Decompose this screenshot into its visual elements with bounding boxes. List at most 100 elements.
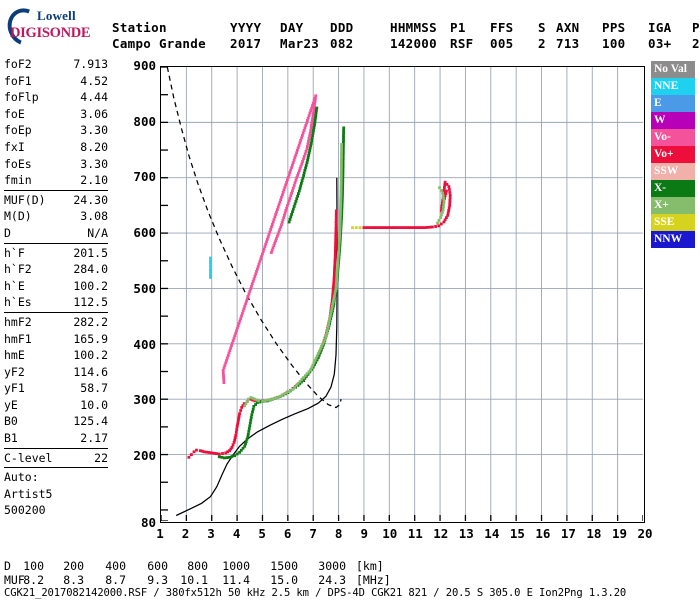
ionogram-canvas [161,67,643,521]
header-col-day: DAY [280,20,304,35]
y-tick-label: 400 [133,336,156,352]
header-val-axn: 713 [556,36,580,51]
param-key: hmF1 [4,331,32,346]
x-tick-label: 17 [560,526,576,541]
legend-item-e[interactable]: E [651,95,695,112]
param-value: 2.10 [80,173,108,188]
y-axis-labels: 80 200 300 400 500 600 700 800 900 [112,59,156,529]
param-key: h`F2 [4,262,32,277]
param-row: h`E 100.2 [4,278,108,295]
param-value: 8.20 [80,139,108,154]
param-key: hmE [4,348,25,363]
param-row: C-level 22 [4,450,108,467]
x-tick-label: 13 [458,526,474,541]
muf-frequency-cell: 9.3 [147,573,168,587]
muf-frequency-cell: 24.3 [318,573,346,587]
param-row: MUF(D) 24.30 [4,192,108,209]
header-val-station: Campo Grande [112,36,206,51]
param-value: 3.30 [80,123,108,138]
param-value: 22 [94,450,108,465]
x-tick-label: 16 [535,526,551,541]
param-row: fxI 8.20 [4,139,108,156]
ionogram-plot-area[interactable] [160,66,645,523]
param-key: M(D) [4,209,32,224]
param-key: D [4,225,11,240]
muf-frequency-cell: 11.4 [222,573,250,587]
muf-distance-cell: 800 [187,559,208,573]
param-row: fmin 2.10 [4,172,108,189]
logo-digisonde-text: DIGISONDE [10,25,91,41]
x-tick-label: 18 [586,526,602,541]
echo-direction-legend[interactable]: No Val NNE E W Vo- Vo+ SSW X- X+ SSE NNW [651,61,695,248]
param-row: foEp 3.30 [4,122,108,139]
param-value: 3.30 [80,156,108,171]
param-row: B0 125.4 [4,413,108,430]
param-value: 114.6 [73,364,108,379]
param-value: 58.7 [80,381,108,396]
legend-item-x-[interactable]: X- [651,180,695,197]
muf-row-frequency: MUF 8.2 8.3 8.7 9.3 10.1 11.4 15.0 24.3 [MHz] [4,573,694,587]
file-info-footer: CGK21_2017082142000.RSF / 380fx512h 50 k… [4,587,627,599]
header-col-axn: AXN [556,20,580,35]
x-axis-labels: 1 2 3 4 5 6 7 8 9 10 11 12 13 14 15 16 17 18 19 20 [147,526,667,544]
plot-series [362,180,452,229]
param-key: h`F [4,245,25,260]
x-tick-label: 6 [283,526,292,541]
header-col-ps: PS [692,20,700,35]
param-value: 284.0 [73,262,108,277]
plot-curve [175,177,338,517]
param-row: foF1 4.52 [4,73,108,90]
param-row: foFlp 4.44 [4,89,108,106]
param-row: hmF2 282.2 [4,314,108,331]
plot-series [243,143,343,408]
param-key: h`E [4,278,25,293]
plot-series [209,256,212,279]
legend-item-nnw[interactable]: NNW [651,231,695,248]
legend-item-w[interactable]: W [651,112,695,129]
param-auto-code: 500200 [4,503,46,518]
y-tick-label: 500 [133,280,156,296]
param-key: foEp [4,123,32,138]
legend-item-nne[interactable]: NNE [651,78,695,95]
param-auto-name: Artist5 [4,486,53,501]
muf-label-d: D [4,559,11,573]
param-key: yE [4,397,18,412]
legend-item-ssw[interactable]: SSW [651,163,695,180]
header-val-hhmmss: 142000 [390,36,437,51]
param-divider [4,447,108,449]
param-divider [4,242,108,244]
header-col-p1: P1 [450,20,466,35]
param-value: 112.5 [73,295,108,310]
y-tick-label: 800 [133,113,156,129]
legend-item-no-val[interactable]: No Val [651,61,695,78]
param-key: C-level [4,450,53,465]
muf-distance-cell: 1000 [222,559,250,573]
x-tick-label: 8 [334,526,343,541]
muf-distance-cell: 400 [105,559,126,573]
legend-item-sse[interactable]: SSE [651,214,695,231]
y-tick-label: 80 [140,515,156,530]
legend-item-vo-[interactable]: Vo+ [651,146,695,163]
plot-series [287,106,319,224]
x-tick-label: 7 [309,526,317,541]
param-key: foF2 [4,57,32,71]
param-value: 4.44 [80,90,108,105]
ionogram-parameter-panel: foF2 7.913 foF1 4.52 foFlp 4.44 foE 3.06 foEp 3.3… [4,56,108,519]
muf-distance-cell: 200 [63,559,84,573]
param-key: fxI [4,139,25,154]
y-tick-label: 200 [133,448,156,464]
legend-item-x-[interactable]: X+ [651,197,695,214]
muf-label-muf: MUF [4,573,25,587]
param-value: N/A [87,225,108,240]
muf-frequency-cell: 8.3 [63,573,84,587]
param-value: 10.0 [80,397,108,412]
header-val-iga: 03+ [648,36,672,51]
param-auto-label: Auto: [4,470,39,485]
lowell-digisonde-logo: Lowell DIGISONDE [1,2,114,52]
header-value-row: Campo Grande 2017 Mar23 082 142000 RSF 005 2 713… [112,36,700,52]
muf-distance-unit: [km] [356,559,384,573]
param-row: D N/A [4,225,108,242]
legend-item-vo-[interactable]: Vo- [651,129,695,146]
muf-frequency-cell: 8.2 [23,573,44,587]
param-key: B1 [4,431,18,446]
